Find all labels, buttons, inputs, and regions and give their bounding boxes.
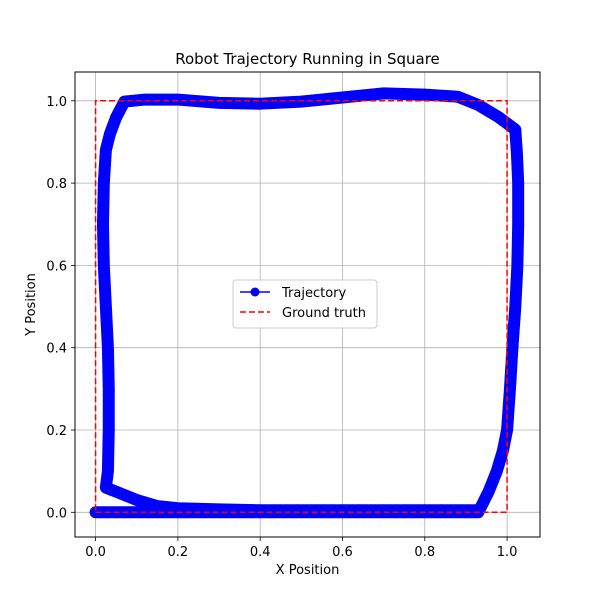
- trajectory-point: [172, 503, 183, 514]
- trajectory-point: [507, 342, 518, 353]
- trajectory-point: [296, 505, 307, 516]
- trajectory-point: [460, 505, 471, 516]
- trajectory-point: [111, 486, 122, 497]
- y-tick-label: 0.0: [46, 506, 67, 521]
- x-tick-label: 0.2: [168, 545, 189, 560]
- trajectory-point: [97, 219, 108, 230]
- trajectory-point: [473, 99, 484, 110]
- trajectory-point: [90, 507, 101, 518]
- trajectory-point: [214, 97, 225, 108]
- y-tick-label: 0.2: [46, 424, 67, 439]
- trajectory-point: [98, 178, 109, 189]
- trajectory-point: [255, 505, 266, 516]
- trajectory-point: [139, 94, 150, 105]
- trajectory-point: [483, 486, 494, 497]
- y-tick-label: 0.8: [46, 177, 67, 192]
- trajectory-point: [103, 425, 114, 436]
- trajectory-point: [378, 505, 389, 516]
- trajectory-point: [152, 501, 163, 512]
- x-tick-label: 1.0: [497, 545, 518, 560]
- plot-frame: [74, 71, 541, 538]
- x-tick-label: 0.6: [332, 545, 353, 560]
- trajectory-point: [102, 342, 113, 353]
- trajectory-point: [102, 466, 113, 477]
- trajectory-point: [119, 96, 130, 107]
- trajectory-point: [100, 301, 111, 312]
- y-tick-label: 0.4: [46, 342, 67, 357]
- trajectory-point: [452, 91, 463, 102]
- trajectory-point: [98, 260, 109, 271]
- legend-label-ground-truth: Ground truth: [282, 306, 366, 321]
- x-tick-label: 0.8: [414, 545, 435, 560]
- chart-title: Robot Trajectory Running in Square: [175, 50, 440, 68]
- trajectory-point: [337, 92, 348, 103]
- trajectory-point: [378, 88, 389, 99]
- trajectory-point: [419, 505, 430, 516]
- trajectory-point: [111, 112, 122, 123]
- trajectory-point: [296, 96, 307, 107]
- trajectory-point: [502, 425, 513, 436]
- trajectory-point: [131, 494, 142, 505]
- y-tick-label: 0.6: [46, 259, 67, 274]
- x-tick-label: 0.4: [250, 545, 271, 560]
- trajectory-point: [512, 260, 523, 271]
- legend: Trajectory Ground truth: [232, 279, 378, 329]
- y-axis-label: Y Position: [24, 273, 39, 337]
- legend-trajectory-marker: [250, 287, 260, 297]
- trajectory-point: [510, 301, 521, 312]
- trajectory-point: [491, 466, 502, 477]
- trajectory-point: [419, 89, 430, 100]
- series-layer: [89, 87, 525, 519]
- x-tick-label: 0.0: [85, 545, 106, 560]
- axis-ticks: 0.0 0.2 0.4 0.6 0.8 1.0 0.0 0.2 0.4 0.6 0.8 1.0: [46, 95, 517, 560]
- x-axis-label: X Position: [276, 563, 340, 578]
- trajectory-point: [100, 482, 111, 493]
- trajectory-point: [100, 145, 111, 156]
- trajectory-point: [511, 149, 522, 160]
- trajectory-point: [513, 178, 524, 189]
- ground-truth-line: [94, 100, 508, 514]
- trajectory-point: [497, 445, 508, 456]
- trajectory-point: [510, 124, 521, 135]
- trajectory-point: [513, 219, 524, 230]
- trajectory-point: [493, 112, 504, 123]
- trajectory-point: [337, 505, 348, 516]
- y-tick-label: 1.0: [46, 95, 67, 110]
- trajectory-point: [473, 505, 484, 516]
- trajectory-point: [103, 383, 114, 394]
- trajectory-point: [104, 128, 115, 139]
- trajectory-point: [172, 94, 183, 105]
- legend-label-trajectory: Trajectory: [281, 286, 346, 301]
